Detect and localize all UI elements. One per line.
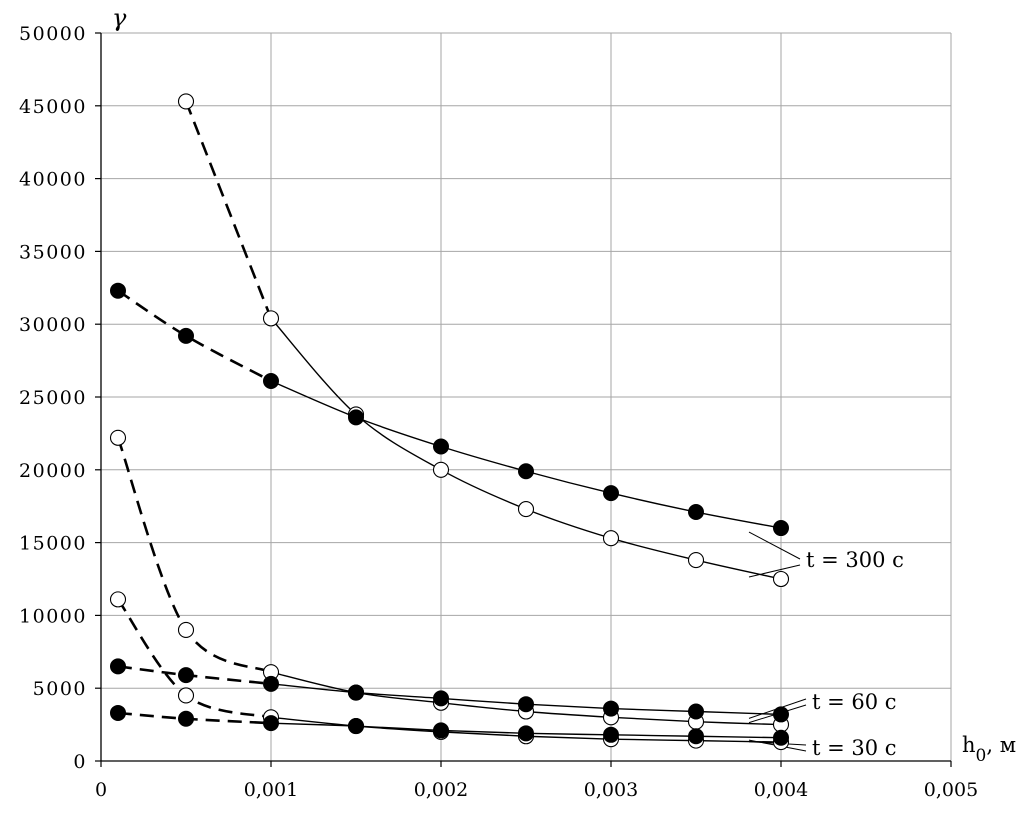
callout-line-t300-b [748,564,801,578]
series-5-point [603,726,619,743]
series-0-point [517,501,535,518]
x-tick-label: 0,004 [754,779,808,801]
series-5-point [433,722,449,739]
grid [101,32,952,761]
x-axis-title-sub: 0 [976,746,987,766]
y-tick-label: 25000 [19,387,87,409]
series-5-point [688,728,704,745]
series-3-dashed-line [117,665,272,686]
series-1-point [773,520,789,537]
series-3-point [433,690,449,707]
series-3-point [518,696,534,713]
series-1-dashed-line [117,289,272,383]
series-1-point [263,372,279,389]
markers [109,93,790,751]
series-4-point [109,591,127,608]
x-tick-label: 0,005 [924,779,978,801]
series-5-point [348,718,364,735]
x-tick-label: 0,002 [414,779,468,801]
series-2-dashed-line [116,437,272,674]
annotation-t30: t = 30 с [812,736,897,760]
series-5-point [263,715,279,732]
series-5-point [518,725,534,742]
x-axis-title: h0, м [962,733,1016,766]
series-2-point [109,429,127,446]
series-1-point [433,438,449,455]
series-3-point [110,658,126,675]
y-tick-label: 5000 [33,678,87,700]
y-tick-label: 20000 [19,460,87,482]
y-tick-label: 10000 [19,605,87,627]
y-tick-label: 45000 [19,96,87,118]
y-axis-title: γ [112,4,127,32]
series-0-point [432,461,450,478]
series-3-point [773,706,789,723]
y-tick-label: 40000 [19,169,87,191]
series-1-point [110,282,126,299]
series-3-point [348,684,364,701]
series-3-point [603,700,619,717]
series-1-point [178,327,194,344]
series-4-point [177,687,195,704]
series-1-point [603,485,619,502]
series-0-point [262,310,280,327]
annotation-t300: t = 300 с [806,548,904,572]
series-5-point [773,729,789,746]
series-1-point [348,409,364,426]
series-lines [116,100,782,743]
axes [95,32,952,767]
series-3-point [688,703,704,720]
series-0-point [687,552,705,569]
y-tick-label: 15000 [19,533,87,555]
y-tick-label: 30000 [19,314,87,336]
series-2-point [177,621,195,639]
annotation-t60: t = 60 с [812,690,897,714]
series-4-dashed-line [116,598,272,719]
series-3-point [263,675,279,692]
y-tick-label: 35000 [19,241,87,263]
series-0-point [772,570,790,588]
series-0-point [602,530,620,547]
y-tick-label: 0 [73,751,87,773]
series-1-point [688,504,704,521]
series-5-point [110,704,126,721]
x-tick-label: 0,003 [584,779,638,801]
x-tick-label: 0 [95,779,107,801]
series-0-dashed-line [184,100,273,319]
callout-line-t300-a [748,531,801,560]
x-tick-label: 0,001 [244,779,298,801]
x-axis-title-unit: , м [986,733,1016,757]
series-0-solid-line [270,317,782,580]
series-3-point [178,667,194,684]
series-5-point [178,710,194,727]
labels: 0 5000 10000 15000 20000 25000 30000 35000 40000… [19,23,978,801]
y-tick-label: 50000 [19,23,87,45]
series-0-point [177,93,195,110]
series-1-point [518,463,534,480]
x-axis-title-main: h [962,733,976,757]
